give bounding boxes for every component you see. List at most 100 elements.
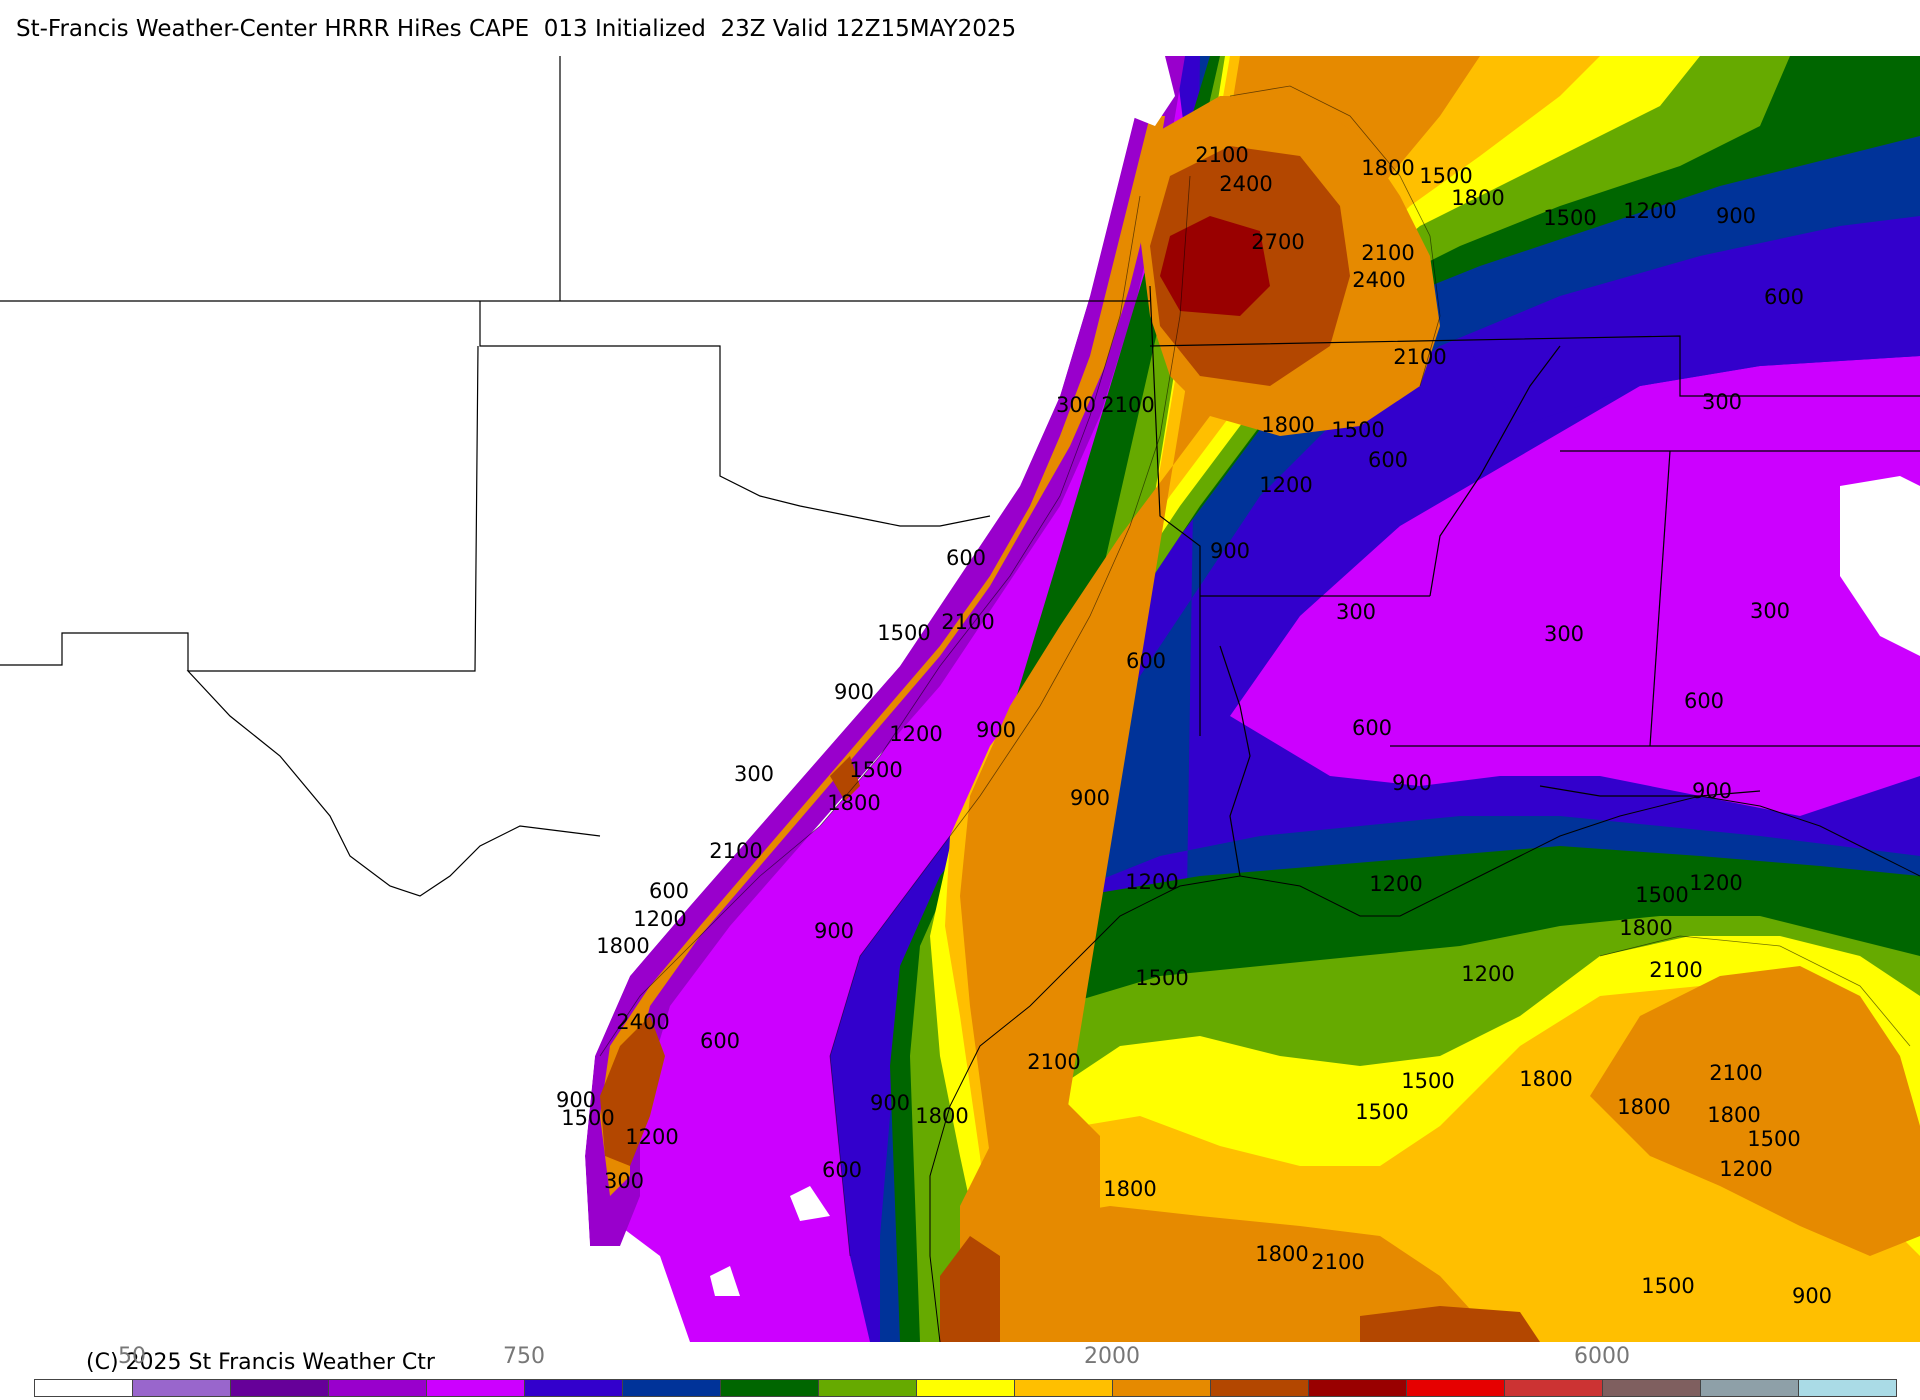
contour-label: 900 bbox=[869, 1091, 911, 1115]
colorbar-swatch bbox=[1505, 1380, 1603, 1396]
colorbar-swatch bbox=[525, 1380, 623, 1396]
contour-label: 300 bbox=[1701, 390, 1743, 414]
no-cape-spot-sw bbox=[790, 1186, 830, 1221]
contour-label: 900 bbox=[1715, 204, 1757, 228]
contour-label: 1500 bbox=[877, 621, 931, 645]
contour-label: 2100 bbox=[1027, 1050, 1081, 1074]
colorbar-swatch bbox=[1211, 1380, 1309, 1396]
cape-shading bbox=[0, 56, 1920, 1342]
contour-label: 1500 bbox=[1331, 418, 1385, 442]
cape-blue-north bbox=[1460, 216, 1920, 426]
contour-label: 1800 bbox=[1519, 1067, 1573, 1091]
colorbar-tick-label: 50 bbox=[118, 1344, 146, 1369]
colorbar-swatch bbox=[1603, 1380, 1701, 1396]
cape-contours bbox=[599, 85, 1911, 1257]
border-line bbox=[0, 632, 189, 671]
no-cape-spot-ne bbox=[1840, 476, 1920, 656]
contour-label: 1800 bbox=[915, 1104, 969, 1128]
cape-ridge-west-brown-2 bbox=[830, 756, 860, 801]
cape-core-east bbox=[1590, 966, 1920, 1256]
colorbar-swatch bbox=[1701, 1380, 1799, 1396]
colorbar-swatch bbox=[623, 1380, 721, 1396]
chart-title: St-Francis Weather-Center HRRR HiRes CAP… bbox=[16, 16, 1017, 42]
contour-label: 600 bbox=[1367, 448, 1409, 472]
colorbar-swatch bbox=[819, 1380, 917, 1396]
border-line bbox=[1149, 285, 1201, 736]
contour-label: 300 bbox=[603, 1169, 645, 1193]
cape-core-gulf-brown bbox=[1360, 1306, 1540, 1342]
contour-label: 600 bbox=[1763, 285, 1805, 309]
contour-label: 2700 bbox=[1251, 230, 1305, 254]
contour-label: 1200 bbox=[1461, 962, 1515, 986]
contour-line bbox=[829, 175, 1191, 1257]
contour-label: 1500 bbox=[1419, 164, 1473, 188]
colorbar-swatch bbox=[329, 1380, 427, 1396]
contour-label: 2100 bbox=[1709, 1061, 1763, 1085]
contour-label: 1500 bbox=[1747, 1127, 1801, 1151]
contour-label: 900 bbox=[1691, 779, 1733, 803]
contour-label: 900 bbox=[555, 1088, 597, 1112]
border-line bbox=[1429, 345, 1561, 597]
border-line bbox=[1649, 450, 1671, 747]
contour-label: 1500 bbox=[849, 758, 903, 782]
contour-label: 1800 bbox=[1451, 186, 1505, 210]
contour-label: 1800 bbox=[1261, 413, 1315, 437]
cape-low-region-east bbox=[1230, 356, 1920, 816]
contour-line bbox=[1229, 85, 1441, 387]
contour-label: 1800 bbox=[1617, 1095, 1671, 1119]
colorbar-swatch bbox=[1799, 1380, 1896, 1396]
contour-label: 600 bbox=[699, 1029, 741, 1053]
contour-label: 600 bbox=[1351, 716, 1393, 740]
colorbar-swatch bbox=[1309, 1380, 1407, 1396]
border-line bbox=[186, 345, 601, 897]
contour-label: 1500 bbox=[561, 1106, 615, 1130]
contour-label: 2100 bbox=[1649, 958, 1703, 982]
contour-label: 600 bbox=[945, 546, 987, 570]
contour-label: 900 bbox=[1209, 539, 1251, 563]
contour-line bbox=[1599, 935, 1911, 1047]
contour-label: 1200 bbox=[889, 722, 943, 746]
contour-label: 300 bbox=[1749, 599, 1791, 623]
contour-label: 1800 bbox=[827, 791, 881, 815]
coast-line bbox=[1239, 795, 1920, 917]
contour-label: 1800 bbox=[596, 934, 650, 958]
colorbar-swatch bbox=[1407, 1380, 1505, 1396]
border-line bbox=[479, 301, 991, 527]
contour-label: 2100 bbox=[941, 610, 995, 634]
contour-label: 1500 bbox=[1135, 966, 1189, 990]
contour-label: 1200 bbox=[1369, 872, 1423, 896]
colorbar-swatch bbox=[133, 1380, 231, 1396]
contour-label: 2100 bbox=[1393, 345, 1447, 369]
contour-label: 2400 bbox=[616, 1010, 670, 1034]
contour-label: 1200 bbox=[625, 1125, 679, 1149]
contour-label: 2100 bbox=[709, 839, 763, 863]
border-line bbox=[1149, 335, 1920, 397]
contour-label: 1200 bbox=[1689, 871, 1743, 895]
colorbar-swatch bbox=[1015, 1380, 1113, 1396]
contour-label: 900 bbox=[833, 680, 875, 704]
contour-label: 900 bbox=[975, 718, 1017, 742]
cape-core-north-2700 bbox=[1160, 216, 1270, 316]
colorbar-tick-label: 750 bbox=[503, 1344, 545, 1369]
contour-label: 1200 bbox=[1623, 199, 1677, 223]
contour-label: 2100 bbox=[1311, 1250, 1365, 1274]
contour-label: 300 bbox=[733, 762, 775, 786]
contour-label: 600 bbox=[1125, 649, 1167, 673]
colorbar-tick-label: 2000 bbox=[1084, 1344, 1140, 1369]
contour-label: 1500 bbox=[1401, 1069, 1455, 1093]
contour-label: 1200 bbox=[1719, 1157, 1773, 1181]
contour-label: 900 bbox=[1791, 1284, 1833, 1308]
contour-label: 1500 bbox=[1543, 206, 1597, 230]
colorbar-swatch bbox=[917, 1380, 1015, 1396]
state-borders bbox=[0, 56, 1920, 897]
no-cape-spot-sw-2 bbox=[710, 1266, 740, 1296]
contour-label: 1200 bbox=[633, 907, 687, 931]
colorbar-swatch bbox=[231, 1380, 329, 1396]
contour-label: 300 bbox=[1055, 393, 1097, 417]
colorbar-tick-label: 6000 bbox=[1574, 1344, 1630, 1369]
contour-label: 1500 bbox=[1355, 1100, 1409, 1124]
cape-map bbox=[0, 56, 1920, 1342]
colorbar-swatch bbox=[427, 1380, 525, 1396]
contour-label: 600 bbox=[648, 879, 690, 903]
coastline bbox=[929, 795, 1920, 1342]
